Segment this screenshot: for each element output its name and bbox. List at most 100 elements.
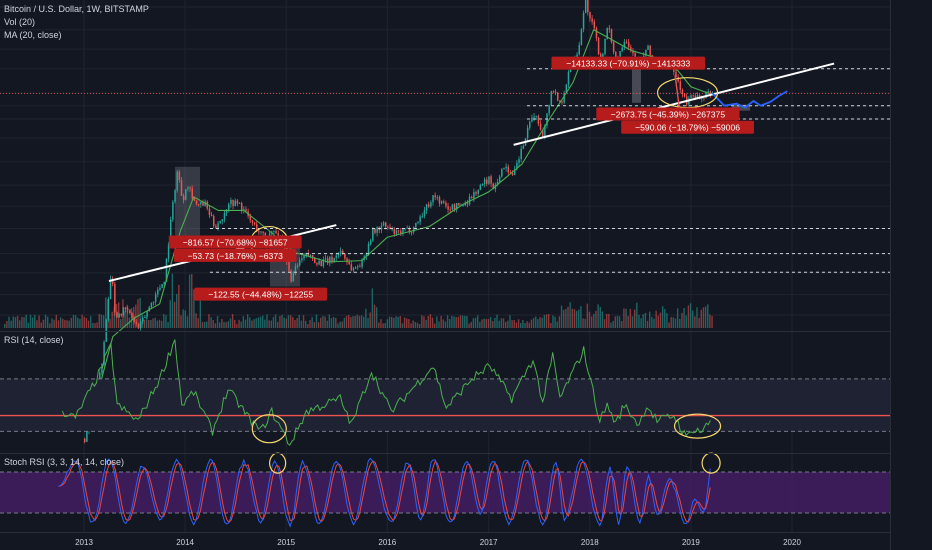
volume-bar	[629, 308, 632, 328]
volume-bar	[55, 314, 57, 328]
candle-body	[557, 92, 559, 101]
volume-bar	[474, 317, 477, 328]
candle-body	[243, 209, 245, 211]
candle-body	[589, 12, 591, 19]
candle-body	[152, 301, 155, 303]
volume-bar	[560, 305, 563, 328]
volume-bar	[178, 284, 180, 328]
candle-body	[84, 438, 86, 442]
candle-body	[253, 222, 256, 225]
candle-body	[191, 188, 193, 199]
candle-body	[606, 28, 608, 40]
volume-bar	[148, 320, 150, 328]
volume-bar	[216, 315, 219, 328]
price-axis[interactable]	[890, 0, 932, 550]
candle-body	[361, 259, 363, 267]
candle-body	[215, 226, 217, 228]
candle-body	[683, 93, 686, 97]
candle-body	[144, 316, 146, 318]
candle-body	[324, 258, 327, 260]
volume-bar	[646, 320, 649, 328]
volume-bar	[425, 319, 427, 328]
volume-bar	[449, 319, 451, 328]
candle-body	[550, 91, 553, 106]
volume-bar	[70, 317, 73, 328]
volume-bar	[214, 323, 217, 328]
candle-body	[213, 216, 215, 227]
volume-bar	[6, 321, 8, 328]
candle-body	[318, 261, 320, 265]
volume-bar	[515, 322, 518, 328]
time-tick-label: 2013	[75, 538, 93, 547]
candle-body	[701, 97, 703, 99]
volume-bar	[197, 318, 199, 328]
volume-bar	[586, 303, 589, 328]
rsi-label: RSI (14, close)	[4, 335, 64, 345]
volume-bar	[8, 316, 10, 328]
volume-bar	[169, 300, 171, 328]
volume-bar	[305, 320, 307, 328]
volume-bar	[21, 317, 23, 328]
volume-bar	[687, 305, 690, 328]
volume-bar	[681, 312, 683, 328]
volume-bar	[126, 304, 128, 328]
volume-bar	[156, 320, 159, 328]
volume-bar	[163, 314, 165, 328]
candle-body	[329, 256, 331, 264]
candle-body	[133, 318, 135, 322]
volume-bar	[253, 319, 255, 328]
candle-body	[352, 268, 355, 271]
volume-bar	[485, 318, 487, 328]
volume-bar	[470, 322, 472, 328]
volume-bar	[320, 317, 322, 328]
volume-bar	[414, 321, 417, 328]
candle-body	[681, 89, 684, 94]
volume-bar	[614, 316, 616, 328]
candle-body	[86, 431, 88, 442]
candle-body	[206, 201, 209, 209]
candle-body	[679, 81, 682, 90]
volume-bar	[524, 323, 526, 328]
candle-body	[210, 214, 213, 217]
candle-body	[507, 166, 510, 173]
volume-bar	[135, 304, 137, 328]
volume-bar	[459, 315, 462, 328]
volume-bar	[498, 320, 500, 328]
candle-body	[647, 45, 649, 50]
volume-bar	[113, 306, 116, 328]
volume-bar	[307, 323, 309, 328]
candle-body	[563, 93, 565, 103]
volume-bar	[27, 322, 30, 328]
time-tick-label: 2019	[682, 538, 700, 547]
candle-body	[486, 179, 488, 184]
volume-bar	[182, 309, 184, 328]
volume-bar	[496, 314, 498, 328]
volume-bar	[676, 308, 679, 328]
measure-label-box	[551, 56, 706, 70]
volume-bar	[111, 311, 113, 328]
ma-label: MA (20, close)	[4, 30, 62, 40]
volume-bar	[455, 317, 457, 328]
candle-body	[135, 321, 138, 324]
volume-bar	[244, 319, 247, 328]
volume-bar	[584, 318, 586, 328]
pane-divider[interactable]	[0, 331, 890, 332]
volume-bar	[606, 313, 608, 328]
volume-bar	[550, 322, 552, 328]
candle-body	[374, 228, 376, 233]
candle-body	[350, 264, 353, 271]
measure-label: −122.55 (−44.48%) −12255	[208, 290, 313, 300]
pane-divider[interactable]	[0, 453, 890, 454]
candle-body	[419, 216, 421, 223]
volume-bar	[535, 316, 537, 328]
candle-body	[344, 253, 346, 259]
volume-bar	[399, 315, 401, 328]
projection-path	[711, 90, 788, 109]
candle-body	[359, 266, 361, 268]
candle-body	[445, 202, 447, 207]
candle-body	[122, 307, 125, 316]
volume-bar	[612, 320, 614, 328]
volume-bar	[621, 321, 623, 328]
candle-body	[172, 201, 174, 220]
